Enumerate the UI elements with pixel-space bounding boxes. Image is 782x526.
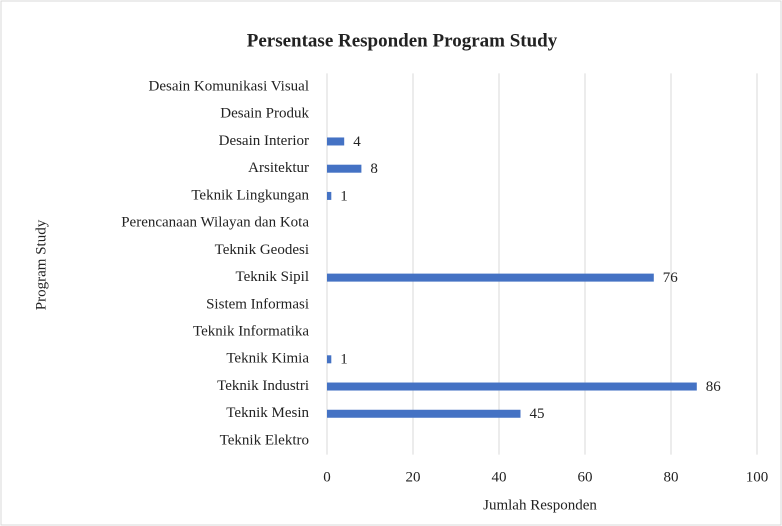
bar xyxy=(327,355,332,364)
data-label: 1 xyxy=(340,188,348,204)
y-tick-label: Teknik Mesin xyxy=(226,405,309,421)
bar xyxy=(327,409,521,418)
y-tick-label: Teknik Industri xyxy=(217,378,309,394)
y-tick-label: Teknik Geodesi xyxy=(215,242,309,258)
y-tick-label: Teknik Kimia xyxy=(226,351,309,367)
y-tick-label: Teknik Informatika xyxy=(193,324,309,340)
chart-title: Persentase Responden Program Study xyxy=(247,30,558,51)
y-tick-label: Desain Komunikasi Visual xyxy=(149,78,309,94)
y-tick-label: Perencanaan Wilayan dan Kota xyxy=(121,215,309,231)
x-tick-label: 40 xyxy=(492,469,507,485)
x-tick-label: 20 xyxy=(406,469,421,485)
x-tick-label: 80 xyxy=(664,469,679,485)
data-label: 86 xyxy=(706,379,722,395)
bar xyxy=(327,273,654,282)
x-tick-label: 0 xyxy=(323,469,331,485)
data-label: 76 xyxy=(663,270,679,286)
y-tick-label: Arsitektur xyxy=(248,160,309,176)
y-axis-title: Program Study xyxy=(33,219,49,310)
y-tick-label: Desain Produk xyxy=(220,106,309,122)
x-axis-title: Jumlah Responden xyxy=(483,497,597,513)
bar xyxy=(327,164,362,173)
bar xyxy=(327,382,697,391)
x-tick-label: 60 xyxy=(578,469,593,485)
data-label: 8 xyxy=(370,161,378,177)
bar xyxy=(327,137,345,146)
data-label: 45 xyxy=(530,406,545,422)
data-label: 1 xyxy=(340,352,348,368)
x-tick-label: 100 xyxy=(746,469,769,485)
y-tick-label: Sistem Informasi xyxy=(206,296,309,312)
data-label: 4 xyxy=(353,134,361,150)
y-tick-label: Teknik Elektro xyxy=(220,432,309,448)
bar xyxy=(327,191,332,200)
y-tick-label: Desain Interior xyxy=(219,133,309,149)
y-tick-label: Teknik Sipil xyxy=(235,269,309,285)
y-tick-label: Teknik Lingkungan xyxy=(191,187,309,203)
